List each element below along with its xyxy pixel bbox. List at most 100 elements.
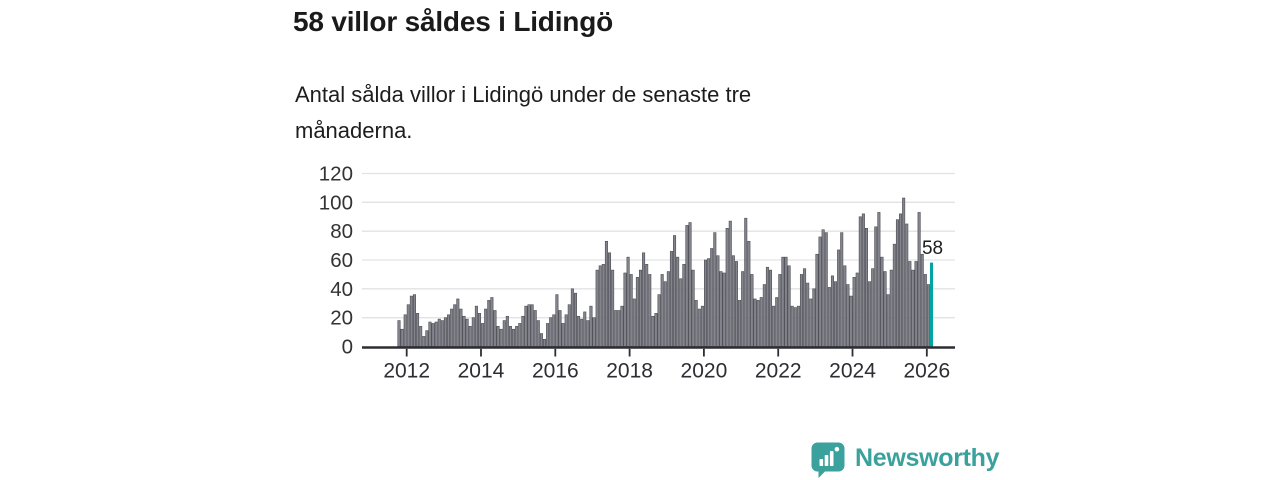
bar bbox=[434, 321, 438, 347]
bar bbox=[490, 297, 494, 347]
brand-name: Newsworthy bbox=[855, 443, 1000, 472]
bar bbox=[552, 314, 556, 347]
svg-text:20: 20 bbox=[330, 307, 353, 330]
bar bbox=[778, 274, 782, 347]
bar bbox=[691, 269, 695, 347]
bar bbox=[697, 308, 701, 347]
bar bbox=[824, 232, 828, 347]
bar bbox=[855, 272, 859, 347]
bar bbox=[725, 228, 729, 347]
bar bbox=[883, 271, 887, 347]
bar bbox=[546, 323, 550, 347]
bar bbox=[583, 311, 587, 347]
bar bbox=[688, 222, 692, 347]
bar bbox=[437, 318, 441, 347]
bar bbox=[484, 308, 488, 347]
bar bbox=[877, 212, 881, 347]
bar bbox=[679, 278, 683, 347]
bar bbox=[787, 265, 791, 347]
bar bbox=[623, 272, 627, 347]
bar bbox=[809, 298, 813, 347]
bar bbox=[456, 298, 460, 347]
bar bbox=[666, 271, 670, 347]
bar bbox=[728, 220, 732, 347]
bar bbox=[911, 269, 915, 347]
bar bbox=[617, 310, 621, 347]
x-axis-labels: 2012 2014 2016 2018 2020 2022 2024 2026 bbox=[383, 360, 950, 383]
bar bbox=[518, 323, 522, 347]
bar bbox=[422, 336, 426, 347]
bar bbox=[638, 269, 642, 347]
bar bbox=[660, 274, 664, 347]
x-axis-ticks bbox=[405, 348, 928, 357]
chart-title: 58 villor såldes i Lidingö bbox=[293, 6, 613, 37]
bar bbox=[409, 295, 413, 347]
bar bbox=[629, 274, 633, 347]
bar bbox=[852, 277, 856, 347]
bar bbox=[533, 310, 537, 347]
bar bbox=[428, 321, 432, 347]
bar bbox=[704, 259, 708, 347]
bar bbox=[694, 300, 698, 347]
bar bbox=[416, 313, 420, 347]
speech-bubble-bar-chart-icon bbox=[811, 442, 845, 478]
bar bbox=[512, 328, 516, 347]
bar bbox=[462, 315, 466, 347]
bar bbox=[744, 217, 748, 347]
bar bbox=[765, 266, 769, 347]
bar bbox=[719, 271, 723, 347]
bar bbox=[920, 253, 924, 347]
bar bbox=[861, 213, 865, 347]
bar bbox=[781, 256, 785, 347]
bar bbox=[750, 274, 754, 347]
bar bbox=[827, 287, 831, 347]
bar bbox=[493, 310, 497, 347]
y-axis-labels: 0 20 40 60 80 100 120 bbox=[319, 163, 353, 359]
svg-text:100: 100 bbox=[319, 191, 353, 214]
bar bbox=[790, 305, 794, 347]
bar bbox=[527, 304, 531, 347]
bar bbox=[759, 297, 763, 347]
bar bbox=[561, 323, 565, 347]
bar bbox=[651, 315, 655, 347]
bar bbox=[905, 223, 909, 347]
bar bbox=[914, 261, 918, 347]
bar bbox=[558, 310, 562, 347]
bar bbox=[722, 272, 726, 347]
bar bbox=[849, 295, 853, 347]
bar bbox=[799, 274, 803, 347]
bar bbox=[505, 315, 509, 347]
bar bbox=[654, 313, 658, 347]
bar bbox=[450, 308, 454, 347]
bar bbox=[676, 256, 680, 347]
bar bbox=[440, 320, 444, 347]
svg-text:2022: 2022 bbox=[755, 360, 802, 383]
bar bbox=[734, 261, 738, 347]
bar bbox=[397, 320, 401, 347]
bar bbox=[738, 300, 742, 347]
bar bbox=[673, 235, 677, 347]
bar bbox=[747, 240, 751, 347]
bar bbox=[926, 284, 930, 347]
bar bbox=[834, 281, 838, 347]
bar bbox=[403, 314, 407, 347]
bar bbox=[642, 252, 646, 347]
bar bbox=[843, 265, 847, 347]
svg-text:2020: 2020 bbox=[681, 360, 728, 383]
bar bbox=[477, 313, 481, 347]
bar bbox=[570, 288, 574, 347]
bar bbox=[595, 269, 599, 347]
bar bbox=[889, 269, 893, 347]
svg-text:80: 80 bbox=[330, 220, 353, 243]
svg-text:40: 40 bbox=[330, 278, 353, 301]
bar bbox=[626, 256, 630, 347]
bar bbox=[635, 277, 639, 347]
bar bbox=[762, 284, 766, 347]
bar bbox=[453, 304, 457, 347]
bar bbox=[830, 275, 834, 347]
bar bbox=[837, 249, 841, 347]
bar bbox=[895, 219, 899, 347]
bar bbox=[586, 320, 590, 347]
bar bbox=[543, 339, 547, 347]
